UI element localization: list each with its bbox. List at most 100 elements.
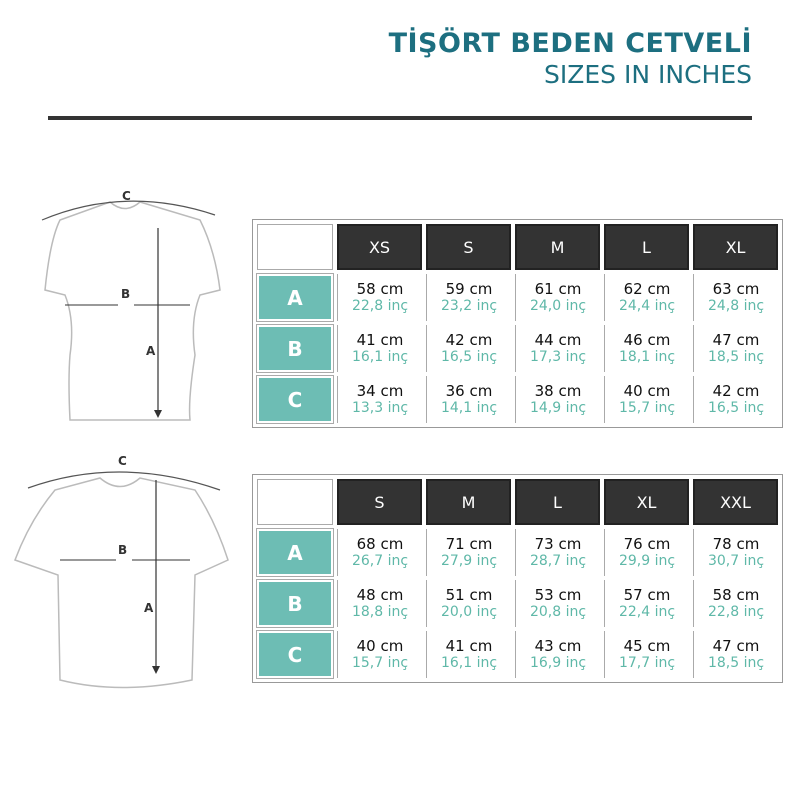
inch-value: 24,0 inç <box>529 297 587 314</box>
inch-value: 18,1 inç <box>618 348 676 365</box>
table-row: C 40 cm 15,7 inç 41 cm 16,1 inç 43 cm 16,9 inç… <box>256 630 778 679</box>
cm-value: 57 cm <box>623 585 671 604</box>
measurement-cell: 58 cm 22,8 inç <box>693 580 778 627</box>
size-header-l: L <box>604 224 689 270</box>
row-label-c: C <box>256 375 334 424</box>
measurement-cell: 41 cm 16,1 inç <box>337 325 422 372</box>
inch-value: 18,5 inç <box>707 348 765 365</box>
page-title: TİŞÖRT BEDEN CETVELİ <box>388 28 752 59</box>
measurement-cell: 42 cm 16,5 inç <box>426 325 511 372</box>
row-label-b: B <box>256 579 334 628</box>
cm-value: 42 cm <box>712 381 760 400</box>
measurement-cell: 51 cm 20,0 inç <box>426 580 511 627</box>
label-b: B <box>121 287 130 301</box>
inch-value: 16,5 inç <box>707 399 765 416</box>
inch-value: 29,9 inç <box>618 552 676 569</box>
inch-value: 20,8 inç <box>529 603 587 620</box>
inch-value: 14,9 inç <box>529 399 587 416</box>
header: TİŞÖRT BEDEN CETVELİ SIZES IN INCHES <box>389 28 752 90</box>
inch-value: 28,7 inç <box>529 552 587 569</box>
cm-value: 40 cm <box>356 636 404 655</box>
inch-value: 23,2 inç <box>440 297 498 314</box>
measurement-cell: 59 cm 23,2 inç <box>426 274 511 321</box>
cm-value: 59 cm <box>445 279 493 298</box>
measurement-cell: 47 cm 18,5 inç <box>693 325 778 372</box>
size-header-xxl: XXL <box>693 479 778 525</box>
measurement-cell: 40 cm 15,7 inç <box>337 631 422 678</box>
cm-value: 58 cm <box>712 585 760 604</box>
measurement-cell: 73 cm 28,7 inç <box>515 529 600 576</box>
inch-value: 24,8 inç <box>707 297 765 314</box>
measurement-cell: 45 cm 17,7 inç <box>604 631 689 678</box>
womens-size-table: XS S M L XL A 58 cm 22,8 inç 59 cm 23,2 inç 61 cm 2… <box>252 219 783 428</box>
row-label-c: C <box>256 630 334 679</box>
row-label-a: A <box>256 528 334 577</box>
measurement-cell: 53 cm 20,8 inç <box>515 580 600 627</box>
inch-value: 26,7 inç <box>351 552 409 569</box>
inch-value: 30,7 inç <box>707 552 765 569</box>
cm-value: 36 cm <box>445 381 493 400</box>
measurement-cell: 46 cm 18,1 inç <box>604 325 689 372</box>
cm-value: 76 cm <box>623 534 671 553</box>
label-b: B <box>118 543 127 557</box>
measurement-cell: 34 cm 13,3 inç <box>337 376 422 423</box>
measurement-cell: 41 cm 16,1 inç <box>426 631 511 678</box>
table-row: C 34 cm 13,3 inç 36 cm 14,1 inç 38 cm 14,9 inç… <box>256 375 778 424</box>
cm-value: 47 cm <box>712 636 760 655</box>
cm-value: 51 cm <box>445 585 493 604</box>
inch-value: 18,5 inç <box>707 654 765 671</box>
table-row: B 48 cm 18,8 inç 51 cm 20,0 inç 53 cm 20,8 inç… <box>256 579 778 628</box>
header-row: XS S M L XL <box>257 224 778 270</box>
inch-value: 20,0 inç <box>440 603 498 620</box>
row-label-a: A <box>256 273 334 322</box>
inch-value: 15,7 inç <box>618 399 676 416</box>
inch-value: 14,1 inç <box>440 399 498 416</box>
label-c: C <box>122 189 131 203</box>
measurement-cell: 36 cm 14,1 inç <box>426 376 511 423</box>
corner-cell <box>257 479 333 525</box>
measurement-cell: 68 cm 26,7 inç <box>337 529 422 576</box>
page-subtitle: SIZES IN INCHES <box>544 60 752 89</box>
inch-value: 17,3 inç <box>529 348 587 365</box>
cm-value: 48 cm <box>356 585 404 604</box>
size-header-xl: XL <box>693 224 778 270</box>
divider <box>48 116 752 120</box>
inch-value: 16,1 inç <box>440 654 498 671</box>
measurement-cell: 40 cm 15,7 inç <box>604 376 689 423</box>
inch-value: 22,8 inç <box>707 603 765 620</box>
cm-value: 41 cm <box>356 330 404 349</box>
size-header-m: M <box>515 224 600 270</box>
measurement-cell: 43 cm 16,9 inç <box>515 631 600 678</box>
table-row: A 68 cm 26,7 inç 71 cm 27,9 inç 73 cm 28,7 inç… <box>256 528 778 577</box>
corner-cell <box>257 224 333 270</box>
table-row: B 41 cm 16,1 inç 42 cm 16,5 inç 44 cm 17,3 inç… <box>256 324 778 373</box>
row-label-b: B <box>256 324 334 373</box>
inch-value: 16,1 inç <box>351 348 409 365</box>
measurement-cell: 78 cm 30,7 inç <box>693 529 778 576</box>
cm-value: 45 cm <box>623 636 671 655</box>
measurement-cell: 44 cm 17,3 inç <box>515 325 600 372</box>
inch-value: 24,4 inç <box>618 297 676 314</box>
cm-value: 62 cm <box>623 279 671 298</box>
header-row: S M L XL XXL <box>257 479 778 525</box>
cm-value: 63 cm <box>712 279 760 298</box>
cm-value: 53 cm <box>534 585 582 604</box>
size-header-xs: XS <box>337 224 422 270</box>
size-header-l: L <box>515 479 600 525</box>
measurement-cell: 58 cm 22,8 inç <box>337 274 422 321</box>
mens-tshirt-diagram: C B A <box>14 454 229 689</box>
measurement-cell: 63 cm 24,8 inç <box>693 274 778 321</box>
size-header-s: S <box>337 479 422 525</box>
measurement-cell: 62 cm 24,4 inç <box>604 274 689 321</box>
inch-value: 22,8 inç <box>351 297 409 314</box>
cm-value: 78 cm <box>712 534 760 553</box>
inch-value: 16,9 inç <box>529 654 587 671</box>
measurement-cell: 61 cm 24,0 inç <box>515 274 600 321</box>
measurement-cell: 48 cm 18,8 inç <box>337 580 422 627</box>
measurement-cell: 76 cm 29,9 inç <box>604 529 689 576</box>
cm-value: 73 cm <box>534 534 582 553</box>
womens-tshirt-diagram: C B A <box>41 189 221 421</box>
label-c: C <box>118 454 127 468</box>
inch-value: 18,8 inç <box>351 603 409 620</box>
inch-value: 13,3 inç <box>351 399 409 416</box>
